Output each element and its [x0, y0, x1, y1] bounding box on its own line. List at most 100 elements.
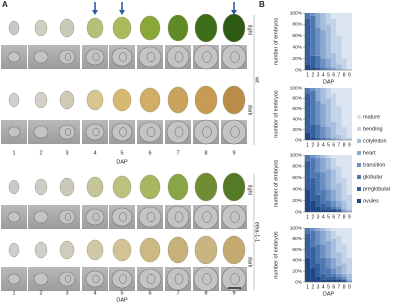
- x-tick-label: 2: [311, 72, 314, 78]
- x-tick-label: 5: [327, 284, 330, 290]
- x-tick-label: 6: [332, 142, 335, 148]
- embryo: [174, 126, 184, 138]
- seed: [222, 85, 246, 115]
- dap-number: 4: [93, 290, 96, 296]
- bar-segment: [305, 64, 311, 70]
- bar-segment: [320, 209, 326, 212]
- dap-number: 8: [204, 290, 207, 296]
- bar-segment: [346, 228, 352, 258]
- legend-label: ovules: [363, 198, 379, 204]
- bar-segment: [325, 276, 332, 280]
- cleared-seed: [221, 204, 247, 230]
- bar-segment: [341, 127, 347, 140]
- bar-segment: [331, 276, 337, 280]
- x-axis-title: DAP: [323, 79, 335, 85]
- bar-segment: [315, 228, 321, 231]
- seed: [34, 241, 48, 259]
- bar-segment: [315, 124, 321, 138]
- bar-segment: [305, 233, 311, 258]
- embryo: [146, 126, 156, 138]
- bar-segment: [346, 194, 352, 210]
- seed: [86, 176, 104, 198]
- y-tick-label: 60%: [292, 33, 302, 39]
- seed: [59, 177, 75, 197]
- y-tick-label: 100%: [290, 225, 303, 231]
- legend-swatch: [357, 127, 361, 131]
- cleared-seed: [166, 205, 190, 229]
- bar-segment: [341, 279, 347, 282]
- bar-segment: [341, 263, 347, 274]
- bar-segment: [305, 13, 311, 19]
- bar-segment: [325, 58, 332, 68]
- dap-number: 9: [232, 290, 235, 296]
- x-tick-label: 3: [317, 142, 320, 148]
- dap-number: 1: [12, 290, 15, 296]
- bar-segment: [325, 279, 332, 282]
- seed: [194, 13, 218, 43]
- bar-segment: [325, 98, 332, 127]
- bar-segment: [341, 177, 347, 201]
- bar-segment: [325, 137, 332, 140]
- bar-segment: [320, 13, 326, 31]
- y-axis-title: number of embryos: [273, 231, 279, 279]
- panel-a: light dark light dark wt etha-1-1 1 2 3 4 5 6 7 8 9 DAP…: [1, 2, 260, 303]
- bar-segment: [341, 228, 347, 245]
- y-tick-label: 100%: [290, 85, 303, 91]
- bar-segment: [310, 15, 316, 56]
- bar-segment: [320, 155, 326, 158]
- bar-segment: [325, 228, 332, 231]
- dap-label: DAP: [116, 159, 128, 165]
- bar-segment: [320, 67, 326, 70]
- arrow-head: [92, 10, 98, 15]
- legend-label: bending: [363, 126, 383, 132]
- x-tick-label: 6: [332, 214, 335, 220]
- cleared-seed: [193, 44, 219, 70]
- dap-number: 4: [93, 150, 96, 156]
- dap-label: DAP: [116, 297, 128, 303]
- bar-segment: [331, 18, 337, 53]
- bar-segment: [331, 137, 337, 140]
- bar-segment: [346, 155, 352, 195]
- x-tick-label: 4: [322, 284, 325, 290]
- bar-segment: [320, 172, 326, 190]
- embryo: [146, 51, 156, 63]
- cleared-seed: [111, 47, 133, 67]
- bar-segment: [341, 88, 347, 127]
- bar-segment: [325, 189, 332, 201]
- bar-segment: [336, 206, 342, 210]
- seed: [139, 15, 161, 41]
- bar-segment: [310, 13, 316, 16]
- seed: [86, 239, 104, 261]
- x-tick-label: 8: [343, 72, 346, 78]
- bar-segment: [310, 137, 316, 140]
- bar-segment: [336, 265, 342, 274]
- legend-swatch: [357, 115, 361, 119]
- legend-swatch: [357, 151, 361, 155]
- embryo: [202, 51, 212, 63]
- embryo: [64, 53, 72, 61]
- x-tick-label: 8: [343, 284, 346, 290]
- bar-segment: [325, 257, 332, 269]
- bar-segment: [325, 88, 332, 99]
- bar-segment: [315, 101, 321, 125]
- bar-segment: [320, 58, 326, 68]
- seed: [167, 14, 189, 42]
- dap-number: 3: [65, 290, 68, 296]
- bar-segment: [331, 268, 337, 274]
- cleared-seed: [85, 270, 105, 288]
- seed: [59, 240, 75, 260]
- x-tick-label: 4: [322, 72, 325, 78]
- y-tick-label: 0%: [295, 279, 303, 285]
- bar-segment: [325, 200, 332, 207]
- y-tick-label: 40%: [292, 258, 302, 264]
- bar-segment: [325, 127, 332, 138]
- seed: [139, 237, 161, 263]
- embryo: [64, 213, 72, 221]
- bar-segment: [315, 55, 321, 68]
- x-tick-label: 1: [306, 214, 309, 220]
- cleared-seed: [33, 125, 49, 139]
- cleared-seed: [33, 210, 49, 224]
- embryo: [92, 52, 100, 62]
- bar-segment: [325, 155, 332, 158]
- seed: [8, 92, 20, 108]
